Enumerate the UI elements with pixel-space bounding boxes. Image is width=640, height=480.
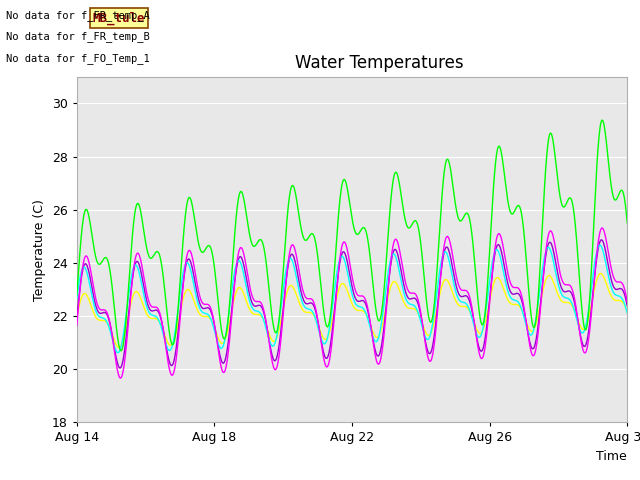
- X-axis label: Time: Time: [596, 450, 627, 463]
- Text: No data for f_FO_Temp_1: No data for f_FO_Temp_1: [6, 53, 150, 64]
- Legend: FR_temp_C, WaterT, CondTemp, MDTemp_A, WaterTemp_CTD: FR_temp_C, WaterT, CondTemp, MDTemp_A, W…: [90, 476, 614, 480]
- Text: No data for f_FR_temp_B: No data for f_FR_temp_B: [6, 31, 150, 42]
- Y-axis label: Temperature (C): Temperature (C): [33, 199, 46, 300]
- Title: Water Temperatures: Water Temperatures: [295, 54, 464, 72]
- Text: No data for f_FR_temp_A: No data for f_FR_temp_A: [6, 10, 150, 21]
- Text: MB_tule: MB_tule: [93, 12, 145, 25]
